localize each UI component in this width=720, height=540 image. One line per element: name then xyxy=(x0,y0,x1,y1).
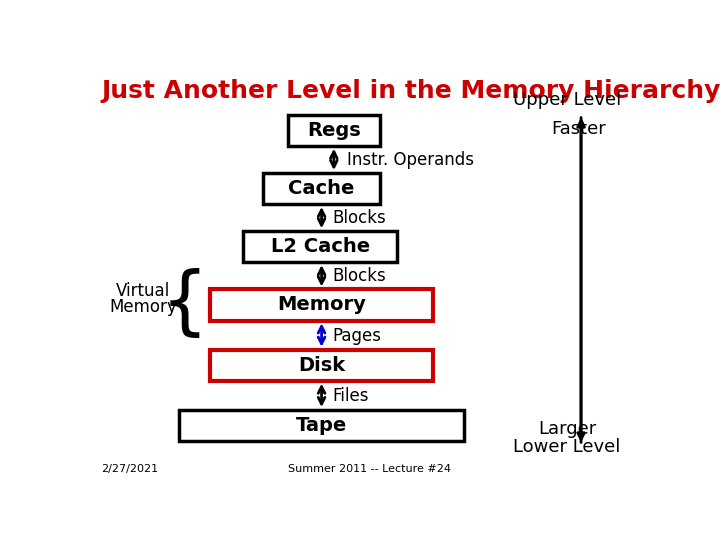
FancyBboxPatch shape xyxy=(179,410,464,441)
Text: Larger: Larger xyxy=(538,420,596,437)
FancyBboxPatch shape xyxy=(243,231,397,262)
Text: Files: Files xyxy=(333,387,369,405)
Text: Summer 2011 -- Lecture #24: Summer 2011 -- Lecture #24 xyxy=(287,464,451,474)
Text: Pages: Pages xyxy=(333,327,382,345)
Text: 2/27/2021: 2/27/2021 xyxy=(101,464,158,474)
Text: Cache: Cache xyxy=(289,179,355,198)
Text: Instr. Operands: Instr. Operands xyxy=(347,151,474,168)
Text: {: { xyxy=(161,268,209,341)
Text: Just Another Level in the Memory Hierarchy: Just Another Level in the Memory Hierarc… xyxy=(101,79,720,103)
FancyBboxPatch shape xyxy=(288,114,380,146)
Text: Faster: Faster xyxy=(551,120,606,138)
FancyBboxPatch shape xyxy=(263,173,380,204)
Text: Memory: Memory xyxy=(277,295,366,314)
Text: Regs: Regs xyxy=(307,121,361,140)
Text: Lower Level: Lower Level xyxy=(513,438,621,456)
Text: Tape: Tape xyxy=(296,416,347,435)
Text: Blocks: Blocks xyxy=(333,267,387,285)
Text: Blocks: Blocks xyxy=(333,209,387,227)
Text: Disk: Disk xyxy=(298,356,345,375)
Text: Virtual: Virtual xyxy=(116,282,170,300)
FancyBboxPatch shape xyxy=(210,349,433,381)
Text: L2 Cache: L2 Cache xyxy=(271,237,370,256)
FancyBboxPatch shape xyxy=(210,289,433,321)
Text: Upper Level: Upper Level xyxy=(513,91,621,109)
Text: Memory: Memory xyxy=(109,298,177,316)
